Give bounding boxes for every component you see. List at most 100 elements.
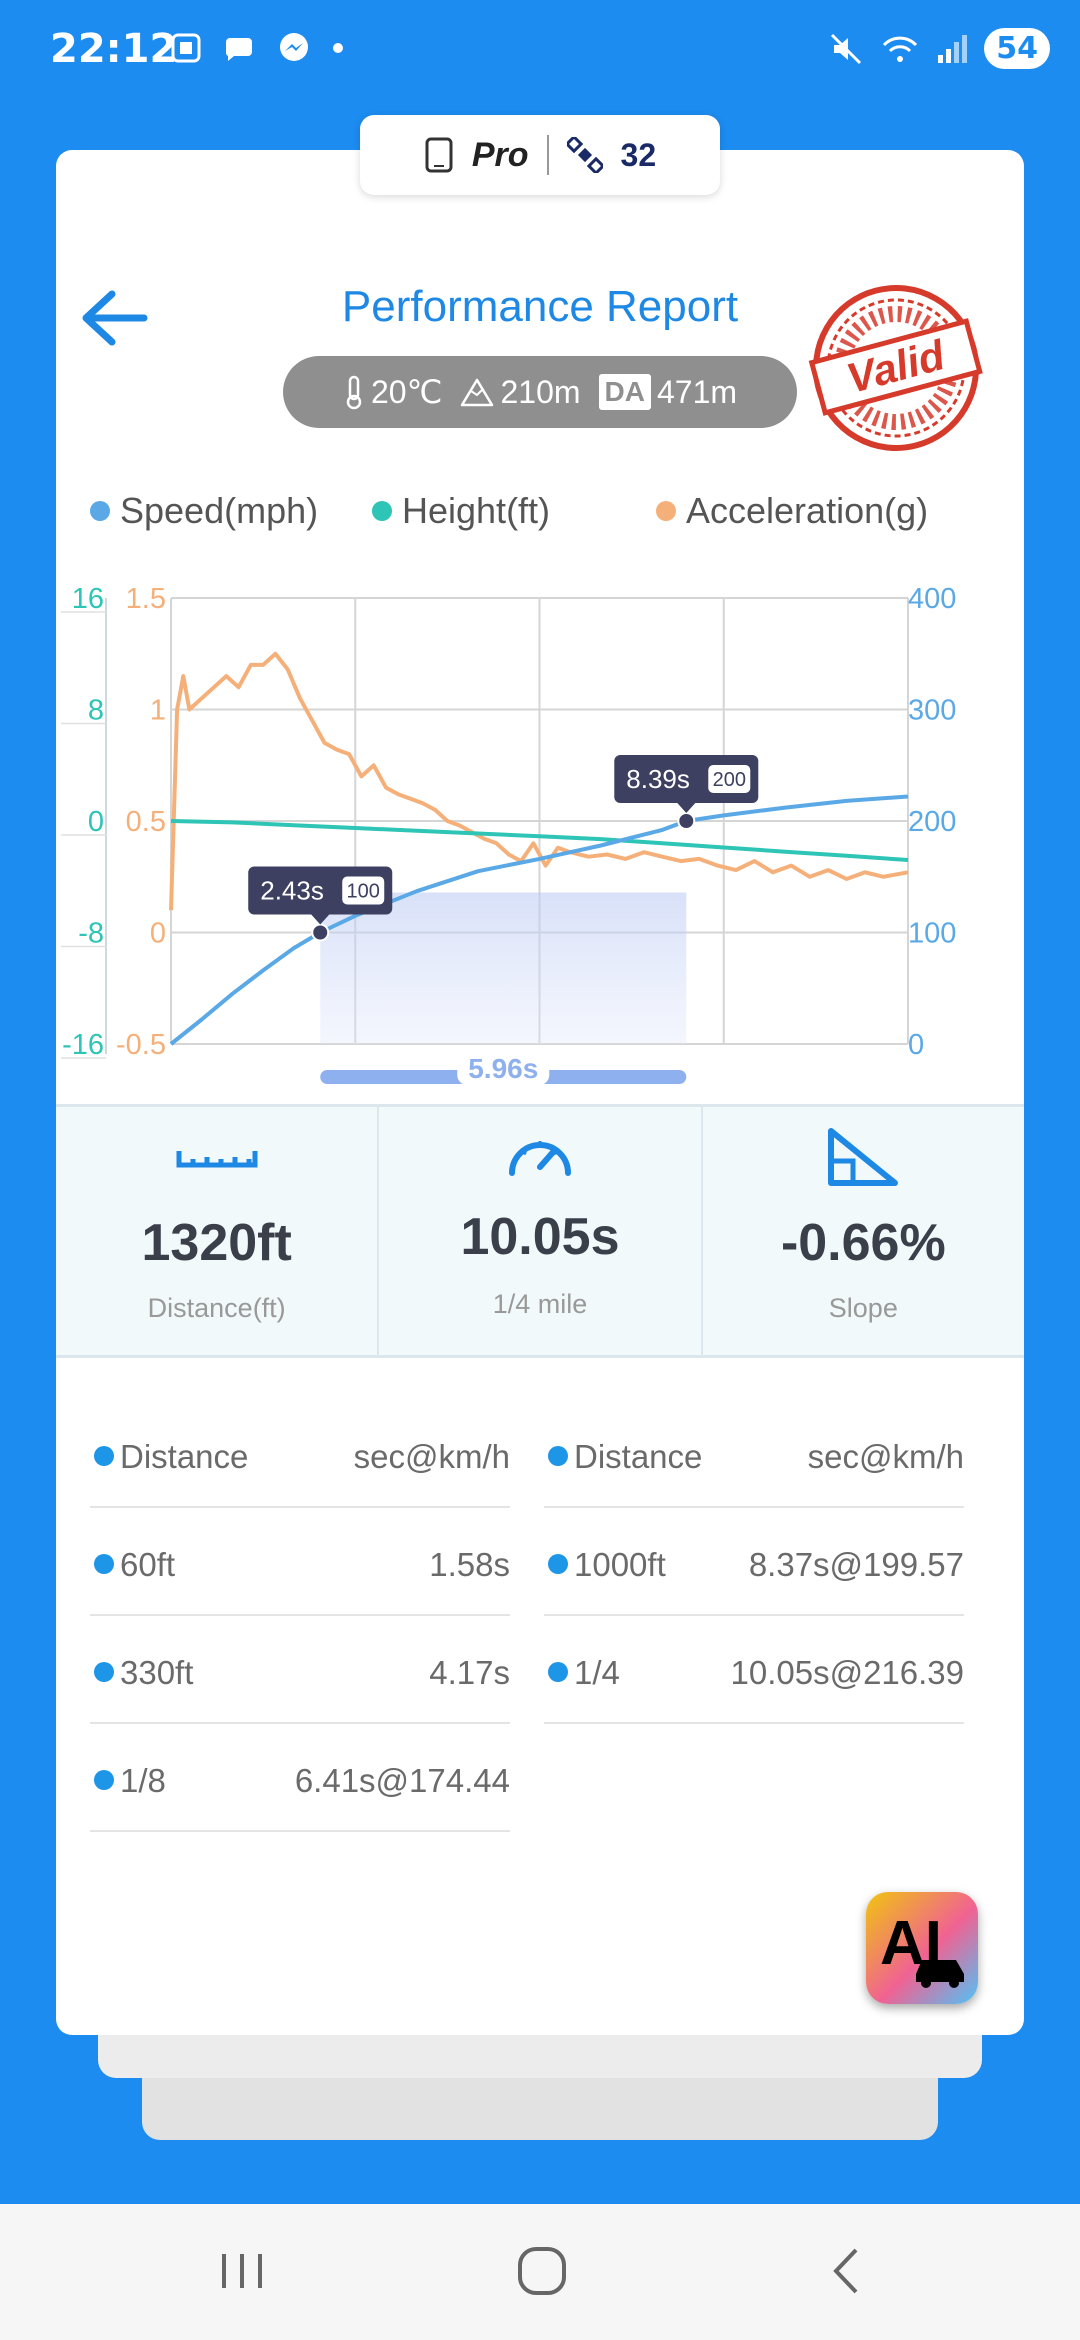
stat-quarter-mile-label: 1/4 mile (492, 1289, 588, 1319)
acceleration-tick-label: 0.5 (126, 806, 166, 838)
speed-marker[interactable] (677, 812, 696, 830)
ai-assistant-button[interactable]: AI (866, 1892, 978, 2004)
range-duration-label: 5.96s (468, 1053, 538, 1084)
acceleration-tick-label: -0.5 (116, 1029, 166, 1061)
speed-tick-label: 300 (908, 695, 956, 727)
marker-speed-chip (342, 876, 385, 905)
messenger-icon (280, 33, 308, 61)
speed-dot (90, 501, 110, 521)
legend-speed-label: Speed(mph) (120, 490, 319, 531)
altitude-value: 210m (500, 373, 581, 410)
acceleration-dot (656, 501, 676, 521)
split-name: 1/4 (574, 1654, 620, 1691)
split-value: 6.41s@174.44 (294, 1762, 510, 1799)
stat-slope-label: Slope (828, 1293, 898, 1323)
height-tick-label: 16 (72, 583, 104, 615)
splits-right-column: Distance sec@km/h 1000ft 8.37s@199.57 1/4 1… (544, 1400, 964, 1724)
split-bullet (94, 1770, 114, 1790)
car-icon (916, 1960, 964, 1988)
split-row: Distance sec@km/h (90, 1400, 510, 1508)
battery-icon: 54 (984, 28, 1050, 69)
split-value: 8.37s@199.57 (748, 1546, 964, 1583)
acceleration-tick-label: 0 (150, 918, 166, 950)
performance-chart[interactable]: 16 8 0 -8 -16 1.5 1 0.5 0 -0.5 400 300 200 100 0 5.96s 2… (56, 552, 1024, 1092)
density-altitude-chip: DA 471m (598, 374, 737, 411)
split-name: Distance (574, 1438, 703, 1475)
stat-slope-value: -0.66% (780, 1214, 946, 1272)
satellite-icon (566, 137, 603, 173)
marker-time-label: 2.43s (260, 876, 324, 906)
split-value: 4.17s (429, 1654, 510, 1691)
acceleration-tick-label: 1.5 (126, 583, 166, 615)
mountain-icon (461, 378, 494, 407)
back-nav-icon[interactable] (820, 2246, 876, 2296)
report-card (56, 150, 1024, 2035)
stat-slope: -0.66% Slope (700, 1107, 1024, 1355)
height-tick-label: -16 (62, 1029, 104, 1061)
stat-quarter-mile-value: 10.05s (460, 1208, 620, 1266)
mute-icon (831, 33, 862, 64)
height-tick-label: 0 (88, 806, 104, 838)
temperature-value: 20℃ (370, 374, 443, 410)
status-time: 22:12 (50, 26, 178, 72)
split-bullet (94, 1554, 114, 1574)
split-value: 1.58s (429, 1546, 510, 1583)
legend-height-label: Height(ft) (402, 490, 551, 531)
selection-range-area (320, 892, 687, 1044)
split-name: 60ft (120, 1546, 176, 1583)
satellite-count: 32 (620, 136, 657, 173)
battery-level: 54 (996, 31, 1038, 66)
split-bullet (548, 1662, 568, 1682)
split-row: 330ft 4.17s (90, 1616, 510, 1724)
legend-acceleration: Acceleration(g) (656, 490, 928, 532)
height-series-line (170, 819, 909, 862)
altitude-chip: 210m (460, 373, 581, 411)
marker-speed-chip (708, 765, 751, 793)
wifi-icon (883, 36, 918, 62)
status-right-icons: 54 (828, 28, 1050, 69)
pro-badge[interactable]: Pro 32 (360, 115, 720, 195)
card-stack-middle (98, 2030, 982, 2078)
status-left-icons (168, 30, 346, 66)
back-arrow-icon[interactable] (78, 288, 148, 348)
speed-tick-label: 200 (908, 806, 956, 838)
recent-apps-icon[interactable] (214, 2246, 270, 2296)
chat-icon (225, 38, 252, 61)
dot-icon (333, 43, 343, 53)
home-icon[interactable] (514, 2246, 570, 2296)
marker-tooltip-pointer (677, 803, 696, 813)
thermometer-icon (346, 375, 362, 410)
split-value: sec@km/h (353, 1438, 510, 1475)
ruler-icon (176, 1151, 258, 1168)
system-nav-bar (0, 2204, 1080, 2340)
stat-distance-value: 1320ft (141, 1214, 292, 1272)
signal-icon (938, 34, 968, 63)
split-row: Distance sec@km/h (544, 1400, 964, 1508)
speedometer-icon (508, 1141, 571, 1176)
conditions-pill: 20℃ 210m DA 471m (283, 356, 797, 428)
stats-band: 1320ft Distance(ft) 10.05s 1/4 mile -0.6… (56, 1104, 1024, 1358)
screenshot-icon (171, 33, 201, 63)
marker-speed-label: 200 (713, 769, 746, 791)
split-row: 60ft 1.58s (90, 1508, 510, 1616)
temperature-chip: 20℃ (343, 373, 443, 411)
split-name: 330ft (120, 1654, 194, 1691)
acceleration-tick-label: 1 (150, 695, 166, 727)
range-label-pill (457, 1051, 550, 1085)
height-dot (372, 501, 392, 521)
speed-series-line (169, 794, 909, 1046)
speed-marker[interactable] (311, 923, 330, 942)
legend-acceleration-label: Acceleration(g) (686, 490, 929, 531)
splits-left-column: Distance sec@km/h 60ft 1.58s 330ft 4.17s 1/… (90, 1400, 510, 1832)
marker-tooltip-pointer (311, 914, 330, 925)
split-value: 10.05s@216.39 (730, 1654, 964, 1691)
height-tick-label: -8 (78, 918, 104, 950)
stat-distance: 1320ft Distance(ft) (56, 1107, 377, 1355)
speed-tick-label: 400 (908, 583, 956, 615)
split-name: Distance (120, 1438, 249, 1475)
split-name: 1000ft (574, 1546, 666, 1583)
split-row: 1/4 10.05s@216.39 (544, 1616, 964, 1724)
height-tick-label: 8 (88, 695, 104, 727)
split-bullet (94, 1446, 114, 1466)
marker-speed-label: 100 (347, 881, 380, 903)
